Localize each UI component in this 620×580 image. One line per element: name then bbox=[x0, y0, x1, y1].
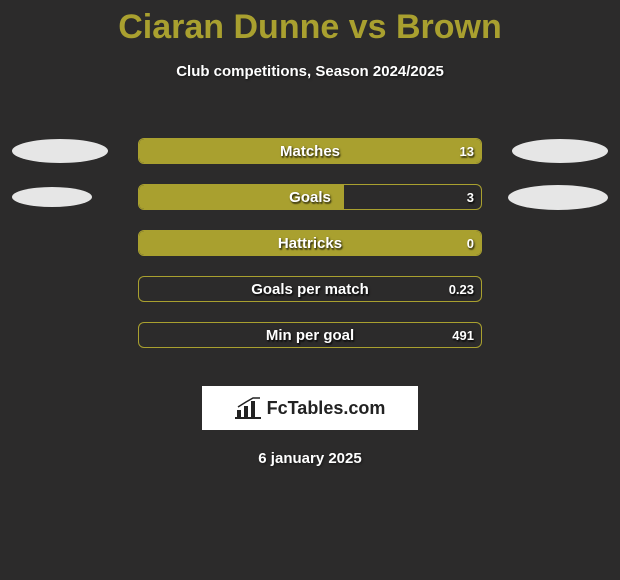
bar-fill bbox=[139, 139, 481, 163]
fctables-badge[interactable]: FcTables.com bbox=[202, 386, 418, 430]
bar-track bbox=[138, 184, 482, 210]
chart-row: Min per goal 491 bbox=[0, 312, 620, 358]
chart-row: Goals per match 0.23 bbox=[0, 266, 620, 312]
page-title: Ciaran Dunne vs Brown bbox=[0, 0, 620, 47]
chart-row: Goals 3 bbox=[0, 174, 620, 220]
player-right-marker bbox=[512, 139, 608, 163]
bar-track bbox=[138, 138, 482, 164]
chart-icon bbox=[235, 397, 261, 419]
player-right-marker bbox=[508, 185, 608, 210]
subtitle: Club competitions, Season 2024/2025 bbox=[0, 63, 620, 80]
bar-track bbox=[138, 230, 482, 256]
fctables-label: FcTables.com bbox=[267, 398, 386, 419]
chart-row: Matches 13 bbox=[0, 128, 620, 174]
bar-fill bbox=[139, 231, 481, 255]
player-left-marker bbox=[12, 139, 108, 163]
bar-track bbox=[138, 322, 482, 348]
chart-row: Hattricks 0 bbox=[0, 220, 620, 266]
bar-track bbox=[138, 276, 482, 302]
player-left-marker bbox=[12, 187, 92, 207]
bar-fill bbox=[139, 185, 344, 209]
comparison-chart: Matches 13 Goals 3 Hattricks 0 Goals per… bbox=[0, 128, 620, 358]
footer-date: 6 january 2025 bbox=[0, 450, 620, 467]
